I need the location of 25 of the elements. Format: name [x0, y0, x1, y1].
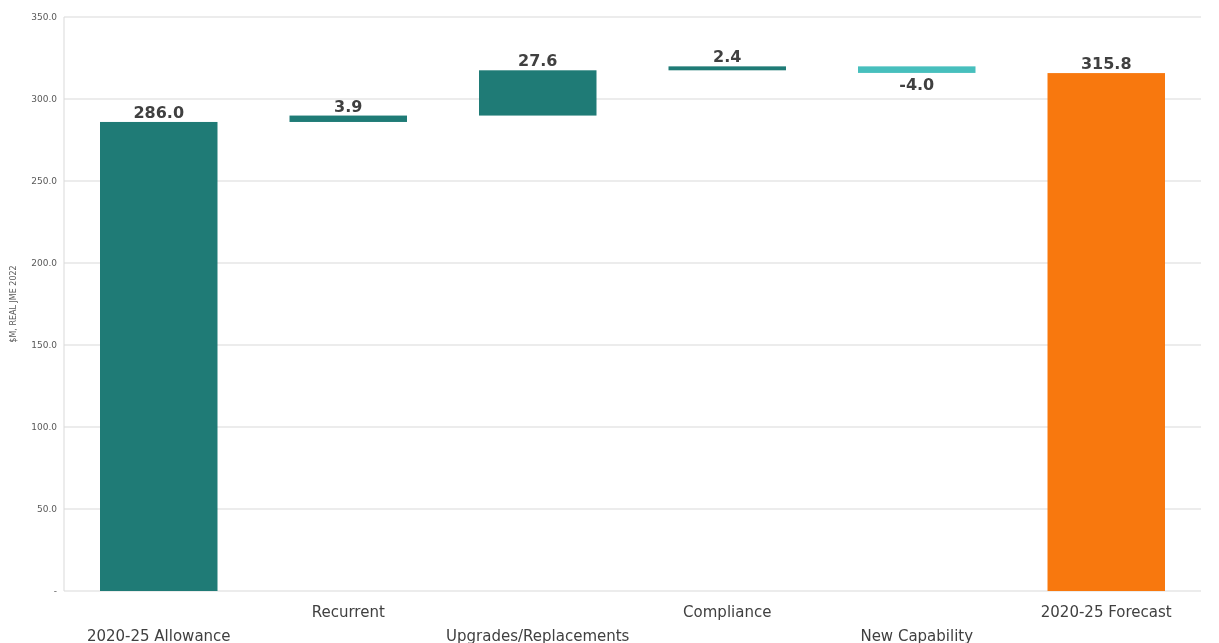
- x-tick-label: 2020-25 Allowance: [86, 627, 231, 643]
- bar: [289, 115, 407, 122]
- y-tick-label: 100.0: [31, 422, 58, 432]
- bar: [100, 121, 218, 591]
- data-label: -4.0: [899, 74, 935, 94]
- y-tick-label: 250.0: [31, 176, 58, 186]
- x-tick-label: 2020-25 Forecast: [1040, 603, 1172, 621]
- x-tick-label: Compliance: [683, 603, 772, 621]
- bar: [479, 70, 597, 116]
- data-label: 315.8: [1080, 54, 1132, 74]
- y-axis-title: $M, REAL JME 2022: [9, 265, 18, 343]
- data-label: 2.4: [713, 47, 742, 67]
- data-label: 3.9: [334, 96, 363, 116]
- x-tick-label: Recurrent: [311, 603, 385, 621]
- y-tick-label: 150.0: [31, 340, 58, 350]
- y-tick-label: 200.0: [31, 258, 58, 268]
- y-tick-label: 300.0: [31, 94, 58, 104]
- bar: [1047, 73, 1165, 591]
- bar: [668, 66, 786, 71]
- y-tick-label: 50.0: [36, 504, 58, 514]
- y-tick-label: 350.0: [31, 12, 58, 22]
- data-label: 27.6: [518, 51, 558, 71]
- bar: [858, 66, 976, 73]
- y-tick-label: -: [53, 586, 57, 596]
- data-label: 286.0: [133, 102, 185, 122]
